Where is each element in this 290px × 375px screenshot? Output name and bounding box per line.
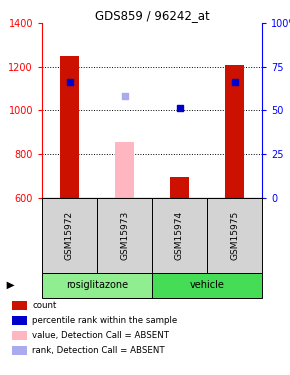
Text: value, Detection Call = ABSENT: value, Detection Call = ABSENT: [32, 331, 169, 340]
Text: GSM15972: GSM15972: [65, 211, 74, 260]
Bar: [12, 331, 27, 340]
Bar: [12, 301, 27, 310]
Bar: [12, 346, 27, 355]
Bar: [42, 273, 152, 298]
Text: GSM15973: GSM15973: [120, 211, 129, 260]
Bar: [225, 64, 244, 198]
Bar: [42, 198, 97, 273]
Bar: [152, 273, 262, 298]
Text: rank, Detection Call = ABSENT: rank, Detection Call = ABSENT: [32, 346, 165, 355]
Text: percentile rank within the sample: percentile rank within the sample: [32, 316, 177, 325]
Bar: [170, 177, 189, 198]
Text: count: count: [32, 301, 57, 310]
Title: GDS859 / 96242_at: GDS859 / 96242_at: [95, 9, 209, 22]
Bar: [152, 198, 207, 273]
Bar: [207, 198, 262, 273]
Point: [67, 79, 72, 85]
Text: agent  ▶: agent ▶: [0, 280, 14, 291]
Point: [232, 79, 237, 85]
Bar: [97, 198, 152, 273]
Bar: [60, 56, 79, 198]
Bar: [115, 142, 134, 198]
Text: GSM15974: GSM15974: [175, 211, 184, 260]
Text: rosiglitazone: rosiglitazone: [66, 280, 128, 291]
Text: vehicle: vehicle: [190, 280, 224, 291]
Bar: [12, 316, 27, 325]
Text: GSM15975: GSM15975: [230, 211, 239, 260]
Point: [122, 93, 127, 99]
Point: [177, 105, 182, 111]
